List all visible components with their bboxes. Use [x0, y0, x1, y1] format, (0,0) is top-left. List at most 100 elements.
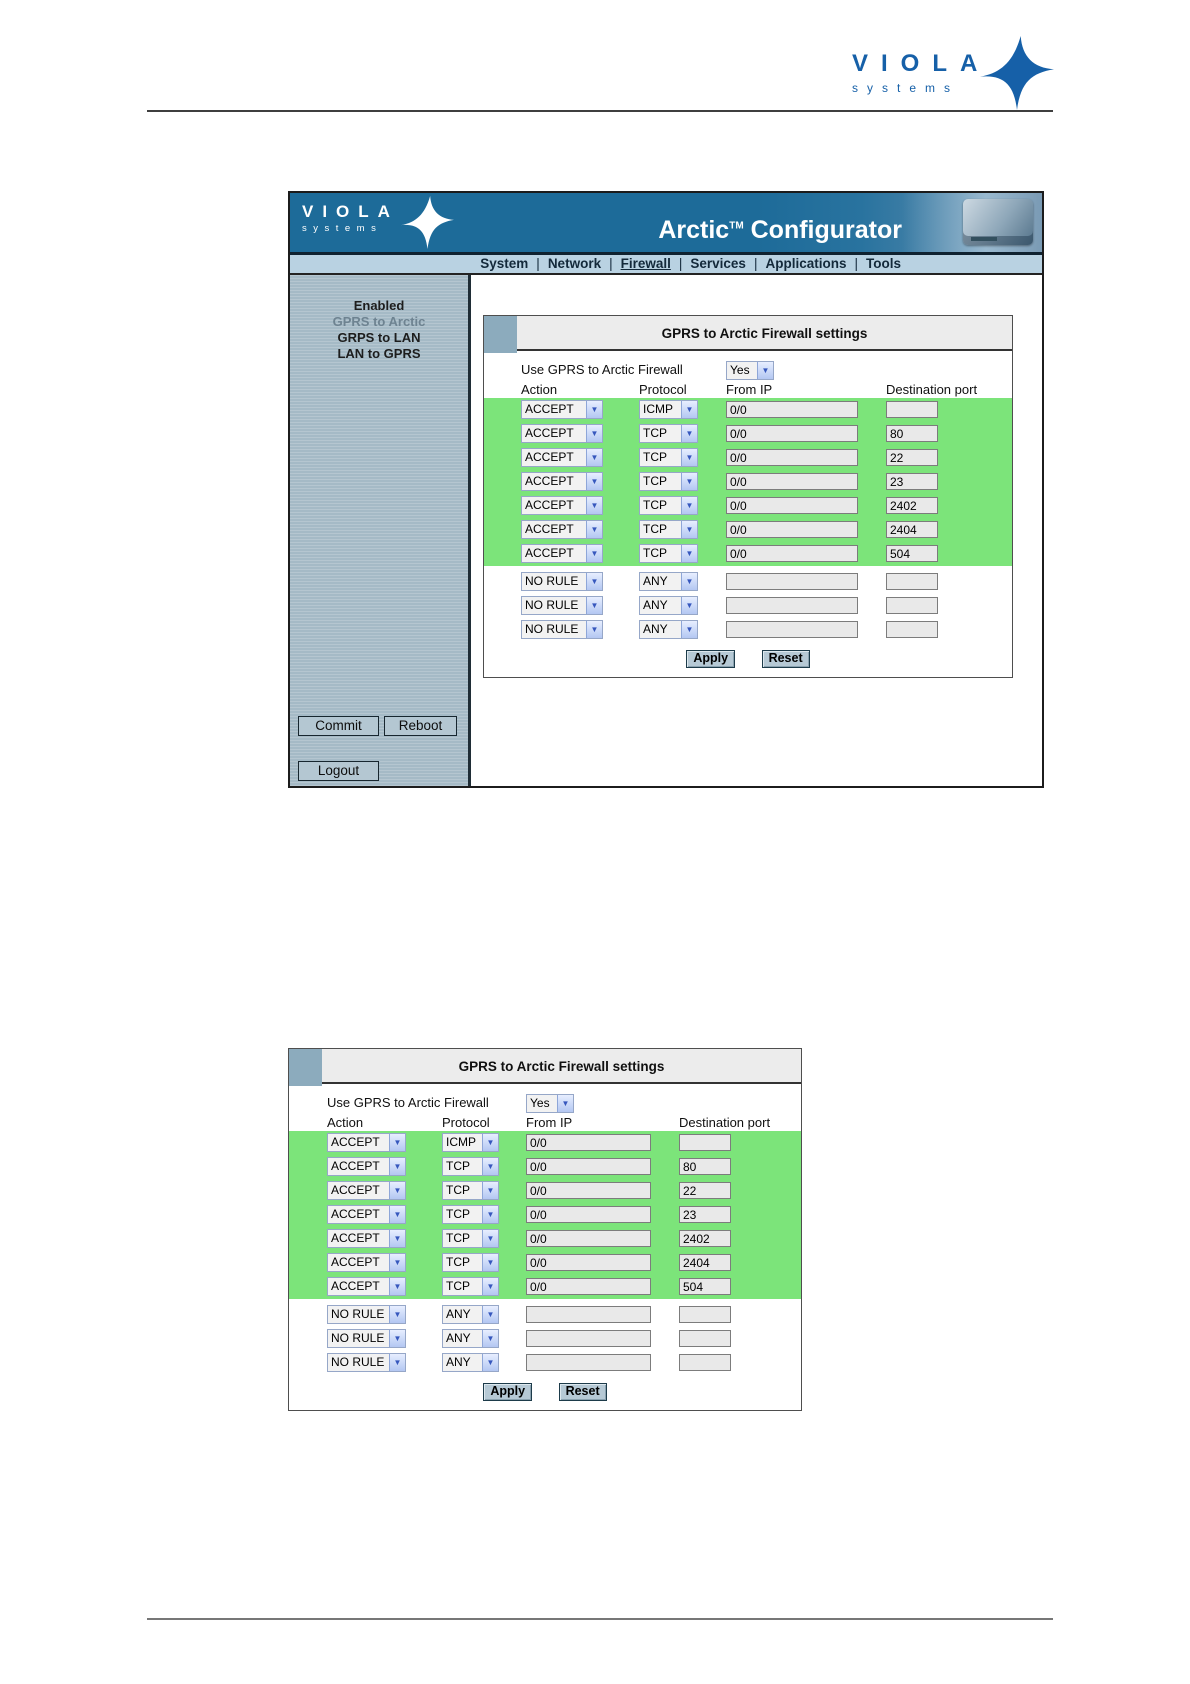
dest-port-input[interactable]: [886, 425, 938, 442]
dest-port-input[interactable]: [886, 597, 938, 614]
dest-port-input[interactable]: [679, 1158, 731, 1175]
dest-port-input[interactable]: [679, 1134, 731, 1151]
action-select[interactable]: ACCEPT ▼: [521, 544, 603, 563]
use-firewall-select[interactable]: Yes ▼: [726, 361, 774, 380]
from-ip-input[interactable]: [526, 1306, 651, 1323]
dest-port-input[interactable]: [886, 497, 938, 514]
from-ip-input[interactable]: [526, 1354, 651, 1371]
protocol-select[interactable]: ANY ▼: [442, 1353, 499, 1372]
action-select[interactable]: ACCEPT ▼: [521, 424, 603, 443]
action-select[interactable]: ACCEPT ▼: [327, 1229, 406, 1248]
action-select[interactable]: NO RULE ▼: [521, 572, 603, 591]
protocol-select[interactable]: TCP ▼: [639, 520, 698, 539]
from-ip-input[interactable]: [726, 573, 858, 590]
action-select[interactable]: NO RULE ▼: [327, 1353, 406, 1372]
protocol-select[interactable]: TCP ▼: [639, 472, 698, 491]
dest-port-input[interactable]: [679, 1306, 731, 1323]
protocol-select[interactable]: TCP ▼: [442, 1157, 499, 1176]
from-ip-input[interactable]: [726, 597, 858, 614]
apply-button[interactable]: Apply: [483, 1382, 533, 1401]
dest-port-input[interactable]: [886, 573, 938, 590]
from-ip-input[interactable]: [726, 473, 858, 490]
sidebar-item-enabled[interactable]: Enabled: [353, 298, 405, 313]
reset-button[interactable]: Reset: [558, 1382, 607, 1401]
sidebar-item-lan-to-gprs[interactable]: LAN to GPRS: [337, 346, 421, 361]
protocol-select[interactable]: ICMP ▼: [639, 400, 698, 419]
dest-port-input[interactable]: [679, 1278, 731, 1295]
action-select[interactable]: NO RULE ▼: [521, 620, 603, 639]
action-select[interactable]: ACCEPT ▼: [521, 496, 603, 515]
action-select[interactable]: ACCEPT ▼: [327, 1253, 406, 1272]
from-ip-input[interactable]: [726, 545, 858, 562]
nav-item-network[interactable]: Network: [547, 256, 602, 271]
nav-item-applications[interactable]: Applications: [765, 256, 847, 271]
protocol-select[interactable]: TCP ▼: [442, 1253, 499, 1272]
from-ip-input[interactable]: [526, 1254, 651, 1271]
action-select[interactable]: ACCEPT ▼: [327, 1205, 406, 1224]
protocol-select[interactable]: TCP ▼: [442, 1229, 499, 1248]
protocol-select[interactable]: TCP ▼: [442, 1205, 499, 1224]
from-ip-input[interactable]: [526, 1134, 651, 1151]
dest-port-input[interactable]: [886, 473, 938, 490]
action-select[interactable]: NO RULE ▼: [327, 1329, 406, 1348]
protocol-select[interactable]: TCP ▼: [639, 496, 698, 515]
reset-button[interactable]: Reset: [761, 649, 810, 668]
action-select[interactable]: ACCEPT ▼: [327, 1133, 406, 1152]
from-ip-input[interactable]: [726, 449, 858, 466]
from-ip-input[interactable]: [726, 401, 858, 418]
nav-item-services[interactable]: Services: [690, 256, 746, 271]
protocol-select[interactable]: ANY ▼: [442, 1329, 499, 1348]
from-ip-input[interactable]: [526, 1330, 651, 1347]
action-select[interactable]: ACCEPT ▼: [521, 520, 603, 539]
from-ip-input[interactable]: [526, 1158, 651, 1175]
from-ip-input[interactable]: [726, 425, 858, 442]
action-select[interactable]: NO RULE ▼: [521, 596, 603, 615]
firewall-rule-row: NO RULE ▼ ANY ▼: [484, 570, 1012, 594]
dest-port-input[interactable]: [679, 1354, 731, 1371]
commit-button[interactable]: Commit: [298, 716, 379, 736]
from-ip-input[interactable]: [726, 521, 858, 538]
protocol-select[interactable]: TCP ▼: [639, 448, 698, 467]
dest-port-input[interactable]: [679, 1206, 731, 1223]
sidebar-item-grps-to-lan[interactable]: GRPS to LAN: [337, 330, 421, 345]
action-select[interactable]: ACCEPT ▼: [327, 1277, 406, 1296]
nav-item-system[interactable]: System: [480, 256, 529, 271]
nav-item-tools[interactable]: Tools: [866, 256, 901, 271]
action-select[interactable]: ACCEPT ▼: [521, 472, 603, 491]
protocol-select[interactable]: ANY ▼: [639, 596, 698, 615]
from-ip-input[interactable]: [726, 621, 858, 638]
dest-port-input[interactable]: [679, 1330, 731, 1347]
protocol-select[interactable]: TCP ▼: [639, 424, 698, 443]
use-firewall-select[interactable]: Yes ▼: [526, 1094, 574, 1113]
nav-item-firewall[interactable]: Firewall: [620, 256, 671, 271]
protocol-select[interactable]: ANY ▼: [639, 572, 698, 591]
protocol-select[interactable]: TCP ▼: [442, 1181, 499, 1200]
from-ip-input[interactable]: [526, 1182, 651, 1199]
dest-port-input[interactable]: [679, 1182, 731, 1199]
action-select[interactable]: NO RULE ▼: [327, 1305, 406, 1324]
dest-port-input[interactable]: [679, 1230, 731, 1247]
protocol-select[interactable]: ANY ▼: [639, 620, 698, 639]
protocol-select[interactable]: TCP ▼: [442, 1277, 499, 1296]
dest-port-input[interactable]: [886, 545, 938, 562]
logout-button[interactable]: Logout: [298, 761, 379, 781]
action-select[interactable]: ACCEPT ▼: [327, 1181, 406, 1200]
protocol-select[interactable]: ANY ▼: [442, 1305, 499, 1324]
dest-port-input[interactable]: [886, 521, 938, 538]
apply-button[interactable]: Apply: [686, 649, 736, 668]
protocol-select[interactable]: TCP ▼: [639, 544, 698, 563]
from-ip-input[interactable]: [526, 1206, 651, 1223]
dest-port-input[interactable]: [886, 401, 938, 418]
from-ip-input[interactable]: [526, 1278, 651, 1295]
dest-port-input[interactable]: [679, 1254, 731, 1271]
from-ip-input[interactable]: [526, 1230, 651, 1247]
sidebar-item-gprs-to-arctic[interactable]: GPRS to Arctic: [332, 314, 426, 329]
action-select[interactable]: ACCEPT ▼: [521, 400, 603, 419]
dest-port-input[interactable]: [886, 621, 938, 638]
reboot-button[interactable]: Reboot: [384, 716, 457, 736]
protocol-select[interactable]: ICMP ▼: [442, 1133, 499, 1152]
dest-port-input[interactable]: [886, 449, 938, 466]
action-select[interactable]: ACCEPT ▼: [521, 448, 603, 467]
from-ip-input[interactable]: [726, 497, 858, 514]
action-select[interactable]: ACCEPT ▼: [327, 1157, 406, 1176]
